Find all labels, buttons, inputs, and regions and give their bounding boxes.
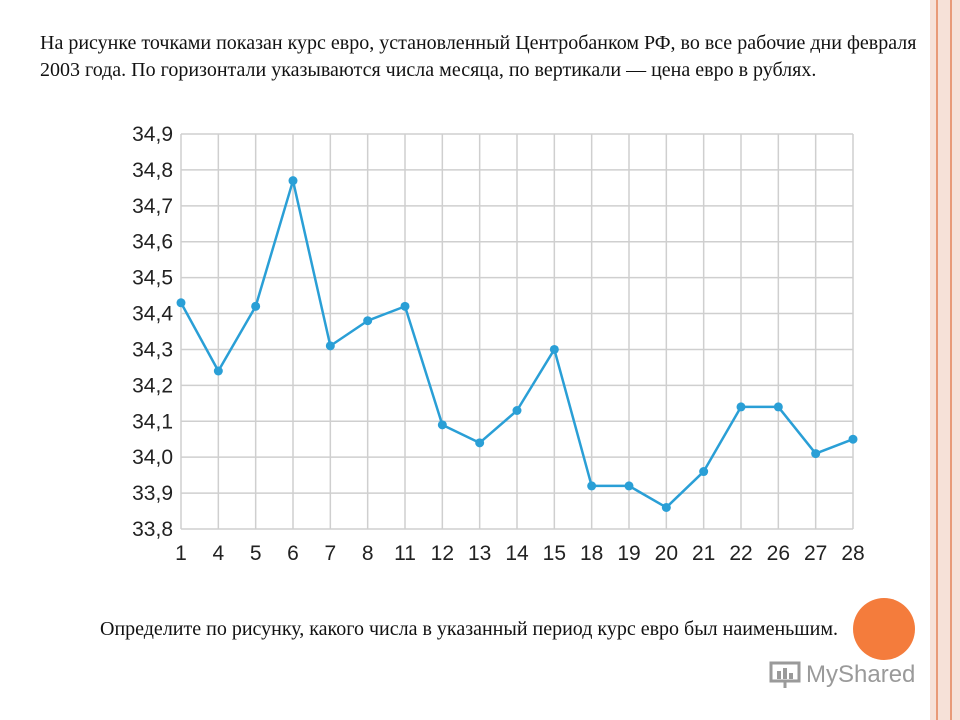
y-tick-label: 34,1 — [132, 410, 173, 433]
x-tick-label: 5 — [250, 542, 262, 565]
data-point — [848, 434, 858, 444]
data-point — [661, 502, 671, 512]
myshared-logo: MyShared — [768, 658, 915, 692]
x-tick-label: 20 — [655, 542, 678, 565]
x-tick-label: 8 — [362, 542, 374, 565]
data-point — [736, 402, 746, 412]
presentation-icon — [769, 661, 801, 688]
data-point — [624, 481, 634, 491]
y-tick-label: 34,7 — [132, 195, 173, 218]
slide-title: На рисунке точками показан курс евро, ус… — [40, 32, 917, 81]
x-tick-label: 22 — [729, 542, 752, 565]
x-tick-label: 11 — [394, 542, 416, 565]
data-point — [213, 366, 223, 376]
data-point — [549, 344, 559, 354]
y-tick-label: 34,5 — [132, 267, 173, 290]
x-tick-label: 21 — [692, 542, 715, 565]
x-tick-label: 14 — [505, 542, 529, 565]
chart-grid — [180, 133, 854, 530]
data-point — [251, 301, 261, 311]
y-tick-label: 34,9 — [132, 123, 173, 146]
question-text: Определите по рисунку, какого числа в ук… — [100, 618, 839, 640]
data-point — [288, 176, 298, 186]
y-axis-ticks: 33,8 33,9 34,0 34,1 34,2 34,3 34,4 34,5 34,6 34,7… — [132, 123, 173, 541]
data-point — [475, 438, 485, 448]
slide-border-line — [950, 0, 952, 720]
x-tick-label: 1 — [175, 542, 187, 565]
x-tick-label: 27 — [804, 542, 827, 565]
slide-border-line — [936, 0, 938, 720]
y-tick-label: 33,8 — [132, 518, 173, 541]
x-tick-label: 7 — [324, 542, 336, 565]
data-point — [699, 467, 709, 477]
x-tick-label: 26 — [767, 542, 790, 565]
x-tick-label: 6 — [287, 542, 299, 565]
x-axis-ticks: 1 4 5 6 7 8 11 12 13 14 15 18 19 20 21 22 26 27 28 — [175, 542, 865, 565]
data-point — [773, 402, 783, 412]
data-point — [325, 341, 335, 351]
x-tick-label: 28 — [841, 542, 864, 565]
y-tick-label: 34,4 — [132, 303, 173, 326]
y-tick-label: 34,3 — [132, 338, 173, 361]
x-tick-label: 15 — [543, 542, 566, 565]
x-tick-label: 19 — [617, 542, 640, 565]
data-point — [587, 481, 597, 491]
data-point — [811, 449, 821, 459]
y-tick-label: 34,0 — [132, 446, 173, 469]
data-point — [363, 316, 373, 326]
data-point — [400, 301, 410, 311]
data-point — [512, 406, 522, 415]
x-tick-label: 18 — [580, 542, 603, 565]
x-tick-label: 12 — [431, 542, 454, 565]
y-tick-label: 34,2 — [132, 374, 173, 397]
data-point — [176, 298, 186, 308]
y-tick-label: 33,9 — [132, 482, 173, 505]
data-point — [437, 420, 447, 430]
y-tick-label: 34,8 — [132, 159, 173, 182]
slide-right-border — [930, 0, 960, 720]
chart-series — [176, 176, 858, 512]
decorative-circle — [853, 598, 915, 660]
x-tick-label: 4 — [212, 542, 224, 565]
x-tick-label: 13 — [468, 542, 491, 565]
y-tick-label: 34,6 — [132, 231, 173, 254]
logo-text: MyShared — [806, 661, 916, 688]
